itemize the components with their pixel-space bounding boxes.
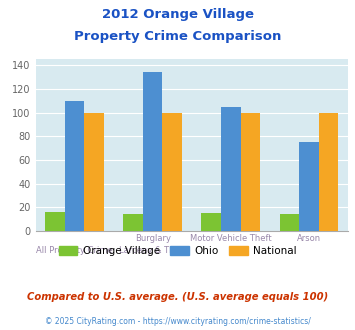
Bar — [280, 214, 299, 231]
Bar — [163, 113, 182, 231]
Legend: Orange Village, Ohio, National: Orange Village, Ohio, National — [54, 242, 301, 260]
Text: Motor Vehicle Theft: Motor Vehicle Theft — [190, 234, 272, 244]
Bar — [84, 113, 104, 231]
Text: All Property Crime: All Property Crime — [36, 247, 113, 255]
Bar — [221, 107, 241, 231]
Text: Property Crime Comparison: Property Crime Comparison — [74, 30, 281, 43]
Text: Larceny & Theft: Larceny & Theft — [119, 247, 186, 255]
Bar — [45, 212, 65, 231]
Bar — [143, 72, 163, 231]
Text: 2012 Orange Village: 2012 Orange Village — [102, 8, 253, 21]
Bar — [299, 142, 319, 231]
Text: Compared to U.S. average. (U.S. average equals 100): Compared to U.S. average. (U.S. average … — [27, 292, 328, 302]
Text: Burglary: Burglary — [135, 234, 171, 244]
Bar — [202, 213, 221, 231]
Bar — [124, 214, 143, 231]
Bar — [241, 113, 260, 231]
Text: Arson: Arson — [297, 234, 321, 244]
Text: © 2025 CityRating.com - https://www.cityrating.com/crime-statistics/: © 2025 CityRating.com - https://www.city… — [45, 317, 310, 326]
Bar — [319, 113, 338, 231]
Bar — [65, 101, 84, 231]
